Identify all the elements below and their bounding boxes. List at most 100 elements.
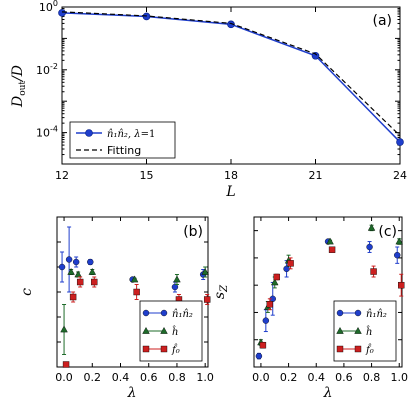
x-tick-label: 0.2 [280,371,298,384]
legend-marker [336,326,344,334]
legend-label: f̂₀ [365,344,374,356]
legend-label-model-lambda: λ [133,129,140,140]
panel-a-data [58,9,404,146]
data-point [311,51,320,60]
legend-marker [336,345,344,353]
y-tick-base: 10 [36,127,50,140]
data-point [271,278,279,286]
panel-c-frame [253,216,403,368]
x-tick-label: 0.2 [84,371,102,384]
data-point [227,20,235,29]
x-tick-label: 0.0 [252,371,270,384]
legend-marker [160,309,168,317]
data-point [74,270,82,278]
panel-c-legend: n̂₁n̂₂ ĥ f̂₀ [333,300,397,362]
x-tick-label: 1.0 [196,371,214,384]
x-tick-label: 12 [55,169,69,182]
data-point [67,267,75,275]
legend-marker [142,326,150,334]
legend-label-model: n̂₁n̂₂, λ=1 [107,129,155,140]
panel-a-ylabel: Dout/D [10,65,28,108]
legend-marker-model [85,129,93,137]
y-tick-label: 10-4 [36,125,58,140]
panel-c-label: (c) [378,224,397,240]
data-point [328,246,336,253]
data-point [173,275,181,283]
panel-c-data [255,223,405,360]
data-point [87,258,94,266]
panel-b-xlabel: λ [127,385,137,401]
data-point [398,281,405,289]
legend-label-model-value: =1 [141,129,156,140]
legend-label: n̂₁n̂₂ [172,309,193,320]
panel-a-label: (a) [372,13,392,29]
data-point [266,301,274,308]
data-point [76,278,84,286]
data-point [72,258,80,266]
x-tick-label: 18 [224,169,238,182]
panel-b-label: (b) [183,224,203,240]
legend-marker [354,345,362,353]
x-tick-label: 24 [393,169,407,182]
data-point [65,256,73,263]
y-tick-label: 10-2 [36,62,58,77]
legend-box [69,121,176,159]
panel-b: 0.0 0.2 0.4 0.6 0.8 1.0 (b) n̂₁n̂₂ ĥ f̂₀ λ c [19,216,214,401]
data-point [133,288,140,296]
legend-label-model-main: n̂₁n̂₂, [107,129,134,140]
data-point [130,275,139,283]
panel-c-ylabel: sZ [212,284,230,299]
x-tick-label: 0.6 [335,371,353,384]
panel-c-xlabel: λ [323,385,333,401]
legend-label: ĥ [366,326,372,338]
legend-marker [160,326,168,334]
data-point [396,138,404,146]
y-tick-exponent: -2 [50,62,58,71]
ylabel-subscript: Z [219,284,230,293]
data-point [69,293,77,301]
data-point [366,243,373,251]
y-tick-base: 10 [39,1,53,14]
x-tick-label: 0.4 [112,371,130,384]
data-point [273,273,280,281]
panel-a-legend: n̂₁n̂₂, λ=1 Fitting [69,121,176,159]
panel-c: 0.0 0.2 0.4 0.6 0.8 1.0 (c) n̂₁n̂₂ ĥ f̂₀ λ sZ [212,216,408,401]
data-point [62,361,70,368]
data-point [60,325,68,333]
legend-label-fitting: Fitting [107,144,141,157]
panel-b-ylabel: c [19,288,35,296]
data-point [58,9,66,17]
data-point [91,278,98,286]
legend-label: ĥ [172,326,178,338]
x-tick-label: 0.6 [140,371,158,384]
ylabel-denominator: /D [10,65,26,83]
data-point [88,267,97,275]
x-tick-label: 0.0 [55,371,73,384]
legend-marker [354,309,362,317]
legend-marker [354,326,362,334]
fitting-line [61,11,401,137]
data-point [259,341,267,349]
legend-label: n̂₁n̂₂ [366,309,387,320]
legend-marker [160,345,168,353]
data-point [255,352,263,360]
x-tick-label: 0.8 [363,371,381,384]
data-point [367,223,376,231]
panel-c-ticks: 0.0 0.2 0.4 0.6 0.8 1.0 [252,217,408,384]
data-point [203,296,211,303]
y-tick-label: 100 [39,0,58,14]
data-point [201,267,209,275]
data-point [326,237,334,245]
data-point [262,317,270,324]
y-tick-exponent: 0 [53,0,58,8]
legend-marker [142,309,150,317]
legend-marker [336,309,344,317]
y-tick-exponent: -4 [50,125,58,134]
data-point [287,260,294,267]
panel-b-ticks: 0.0 0.2 0.4 0.6 0.8 1.0 [55,216,214,384]
y-tick-base: 10 [36,64,50,77]
data-point [58,263,66,271]
x-tick-label: 0.8 [168,371,186,384]
